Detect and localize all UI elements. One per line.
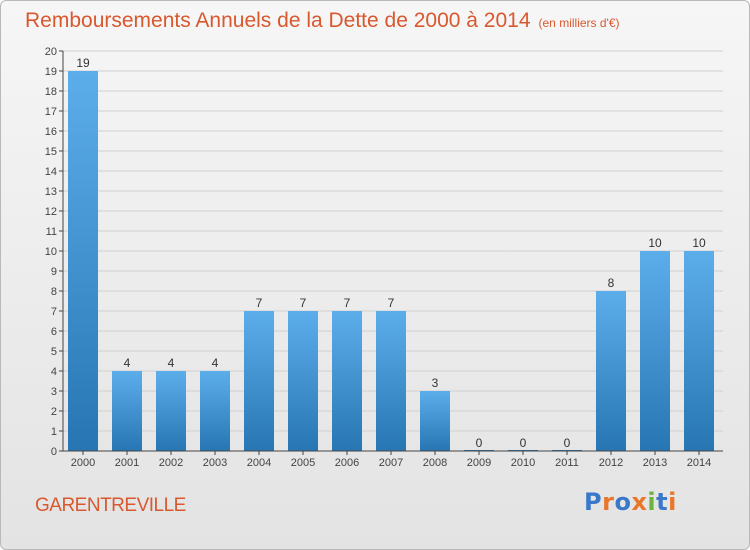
data-label: 7 [344, 296, 351, 310]
logo-letter: o [614, 488, 632, 516]
logo-letter: t [656, 488, 669, 516]
y-tick-label: 3 [51, 386, 57, 398]
y-tick-label: 19 [45, 66, 57, 78]
y-tick-label: 7 [51, 306, 57, 318]
bar [596, 291, 626, 451]
x-tick-label: 2001 [115, 457, 139, 469]
y-tick-label: 8 [51, 286, 57, 298]
data-label: 19 [76, 56, 90, 70]
proxiti-logo: Proxiti [584, 488, 677, 516]
y-tick-label: 11 [46, 226, 57, 238]
y-tick-label: 13 [45, 186, 57, 198]
x-tick-label: 2012 [599, 457, 623, 469]
x-tick-label: 2002 [159, 457, 183, 469]
x-tick-label: 2000 [71, 457, 95, 469]
x-tick-label: 2006 [335, 457, 359, 469]
data-label: 4 [124, 356, 131, 370]
x-tick-label: 2004 [247, 457, 271, 469]
x-tick-label: 2013 [643, 457, 667, 469]
x-tick-label: 2014 [687, 457, 711, 469]
bar [68, 71, 98, 451]
y-tick-label: 20 [45, 46, 57, 58]
data-label: 10 [648, 236, 662, 250]
logo-letter: i [668, 488, 677, 516]
data-label: 4 [212, 356, 219, 370]
y-tick-label: 6 [51, 326, 57, 338]
commune-name: GARENTREVILLE [35, 495, 186, 516]
data-label: 8 [608, 276, 615, 290]
data-label: 7 [256, 296, 263, 310]
data-label: 10 [692, 236, 706, 250]
y-tick-label: 12 [45, 206, 57, 218]
logo-letter: i [647, 488, 657, 516]
y-tick-label: 16 [45, 126, 57, 138]
x-tick-label: 2009 [467, 457, 491, 469]
y-tick-label: 5 [51, 346, 57, 358]
bar [420, 391, 450, 451]
data-label: 3 [432, 376, 439, 390]
chart-unit: (en milliers d'€) [538, 16, 620, 30]
bar [112, 371, 142, 451]
y-tick-label: 15 [45, 146, 57, 158]
bar [332, 311, 362, 451]
chart-title: Remboursements Annuels de la Dette de 20… [25, 9, 620, 33]
y-tick-label: 4 [51, 366, 57, 378]
y-tick-label: 1 [51, 426, 57, 438]
x-tick-label: 2005 [291, 457, 315, 469]
x-tick-label: 2011 [555, 457, 579, 469]
data-label: 0 [476, 436, 483, 450]
y-tick-label: 9 [51, 266, 57, 278]
bar [684, 251, 714, 451]
data-label: 4 [168, 356, 175, 370]
logo-letter: r [602, 488, 615, 516]
data-label: 7 [300, 296, 307, 310]
bar [200, 371, 230, 451]
y-tick-label: 14 [45, 166, 57, 178]
y-tick-label: 0 [51, 446, 57, 458]
logo-letter: P [584, 488, 603, 516]
data-label: 0 [564, 436, 571, 450]
x-tick-label: 2007 [379, 457, 403, 469]
x-tick-label: 2003 [203, 457, 227, 469]
chart-title-main: Remboursements Annuels de la Dette de 20… [25, 9, 531, 32]
y-tick-label: 18 [45, 86, 57, 98]
y-tick-label: 2 [51, 406, 57, 418]
bar [156, 371, 186, 451]
y-tick-label: 17 [45, 106, 57, 118]
bar [376, 311, 406, 451]
x-tick-label: 2008 [423, 457, 447, 469]
bar [640, 251, 670, 451]
bar [288, 311, 318, 451]
y-tick-label: 10 [45, 246, 57, 258]
x-tick-label: 2010 [511, 457, 535, 469]
data-label: 0 [520, 436, 527, 450]
logo-letter: x [631, 488, 648, 516]
data-label: 7 [388, 296, 395, 310]
bar [244, 311, 274, 451]
